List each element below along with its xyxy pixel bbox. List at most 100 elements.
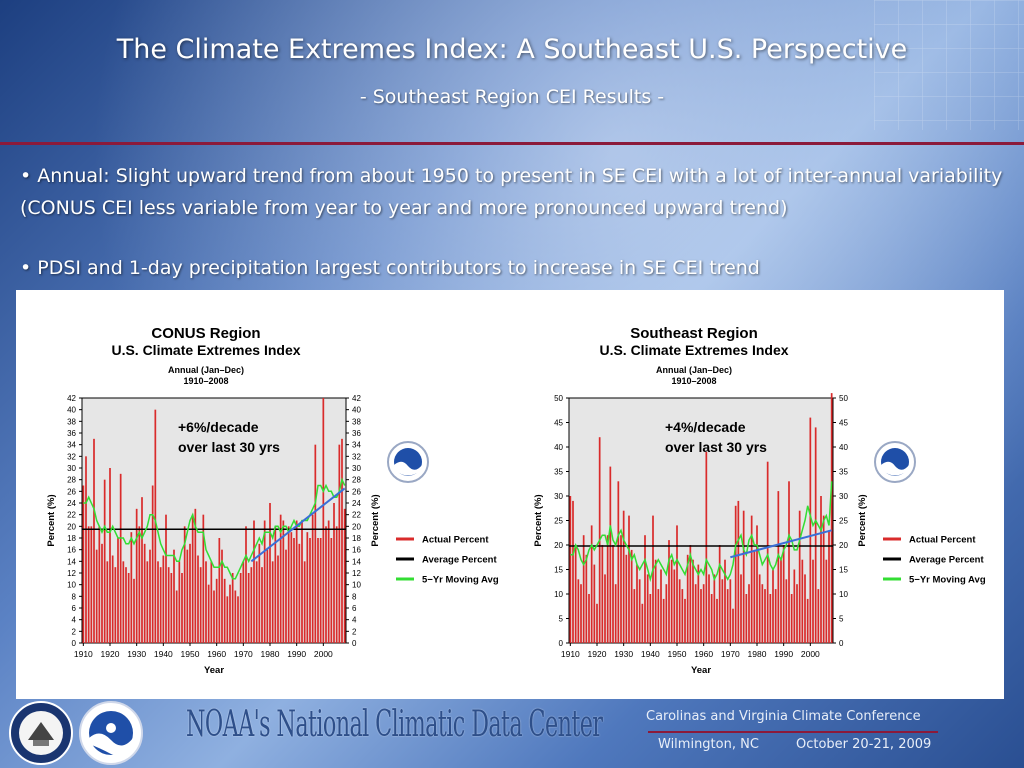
bar [215,578,218,643]
bar [255,561,258,643]
y-tick-label-right: 38 [352,417,361,426]
trend-annotation: over last 30 yrs [178,439,280,455]
bar [157,561,159,643]
bar [681,589,684,643]
bar [109,468,111,643]
y-tick-label-right: 25 [839,517,848,526]
bar [641,603,644,643]
bar [173,549,175,643]
y-tick-label: 32 [67,452,76,461]
bar [133,578,135,643]
bar [569,496,572,643]
bar [261,567,263,643]
bar [726,589,729,643]
bar [665,584,668,643]
bar [686,554,689,643]
bar [708,574,710,643]
bar [724,559,726,643]
bar [702,584,705,643]
bar [676,525,678,643]
bar [266,549,269,643]
bar [585,554,588,643]
bullet-annual: • Annual: Slight upward trend from about… [20,165,1003,219]
y-tick-label: 6 [72,604,77,613]
y-tick-label-right: 18 [352,534,361,543]
trend-line [250,487,346,563]
bar [277,555,279,643]
y-tick-label-right: 35 [839,468,848,477]
y-tick-label-right: 16 [352,546,361,555]
bar [117,538,119,643]
y-tick-label-right: 34 [352,441,361,450]
bar [149,549,151,643]
y-tick-label: 42 [67,394,76,403]
y-tick-label: 45 [554,419,563,428]
legend-label: Average Percent [422,555,497,566]
bar [93,438,95,643]
bar [295,520,298,643]
bar [82,485,85,643]
y-axis-label: Percent (%) [46,494,57,546]
bar [630,549,633,643]
bar [247,573,250,643]
bar [111,555,114,643]
footer-conference: Carolinas and Virginia Climate Conferenc… [646,709,921,724]
bar [761,584,764,643]
y-tick-label: 0 [72,639,77,648]
bar [229,584,231,643]
y-tick-label-right: 40 [352,406,361,415]
bar [774,589,777,643]
bar [766,461,769,643]
bar [713,574,716,643]
bar [793,569,796,643]
legend-label: 5−Yr Moving Avg [422,575,499,586]
bar [804,574,806,643]
y-tick-label-right: 14 [352,557,361,566]
bar [218,538,221,643]
bar [333,503,335,643]
x-tick-label: 1910 [74,649,93,659]
trend-annotation: +6%/decade [178,419,259,435]
bar [817,589,820,643]
bar [772,569,774,643]
y-tick-label: 20 [67,522,76,531]
bar [740,574,742,643]
y-tick-label: 10 [67,581,76,590]
bar [582,535,585,643]
bar [628,515,630,643]
bar [298,543,301,643]
bar [114,567,117,643]
bar [258,543,261,643]
bar [769,594,772,643]
bar [119,473,122,643]
y-tick-label-right: 8 [352,592,357,601]
bar [85,456,87,643]
y-tick-label: 38 [67,417,76,426]
bar [343,508,346,643]
y-tick-label-right: 5 [839,615,844,624]
y-tick-label-right: 22 [352,511,361,520]
bar [580,584,582,643]
bar [809,417,812,643]
y-axis-label-right: Percent (%) [857,494,868,546]
bar [287,526,290,643]
y-tick-label: 28 [67,476,76,485]
y-tick-label: 34 [67,441,76,450]
legend-label: Actual Percent [422,535,489,546]
bar [138,526,141,643]
bar [125,567,127,643]
bar [812,559,814,643]
x-tick-label: 1990 [774,649,793,659]
y-tick-label-right: 26 [352,487,361,496]
bar [159,567,162,643]
y-tick-label-right: 24 [352,499,361,508]
bar [625,554,628,643]
y-tick-label: 25 [554,517,563,526]
bar [572,500,574,643]
x-tick-label: 1970 [234,649,253,659]
bar [162,555,165,643]
bar [614,584,617,643]
slide-title: The Climate Extremes Index: A Southeast … [116,34,908,65]
bar [253,520,255,643]
